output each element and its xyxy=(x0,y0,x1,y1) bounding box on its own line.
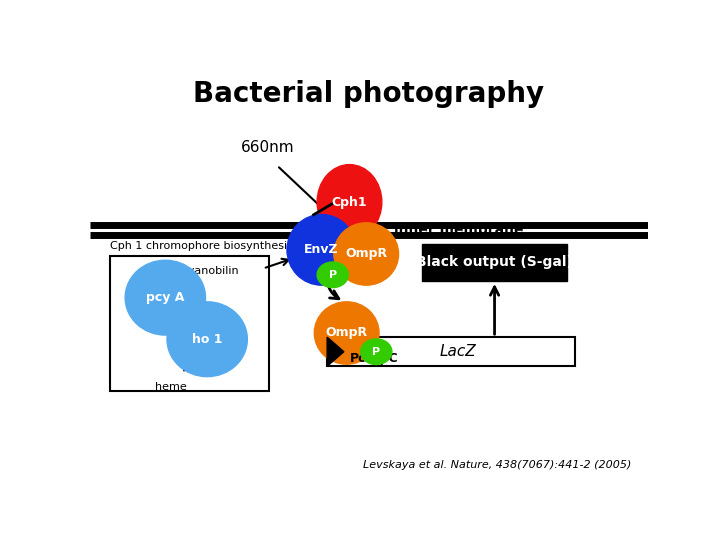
Text: pcy A: pcy A xyxy=(146,291,184,304)
Text: OmpR: OmpR xyxy=(345,247,387,260)
Text: Bacterial photography: Bacterial photography xyxy=(194,80,544,108)
Text: Cph 1 chromophore biosynthesis: Cph 1 chromophore biosynthesis xyxy=(109,241,292,251)
Ellipse shape xyxy=(167,302,248,377)
Text: P: P xyxy=(372,347,380,357)
Text: Black output (S-gal): Black output (S-gal) xyxy=(416,255,573,269)
Ellipse shape xyxy=(287,214,356,285)
Ellipse shape xyxy=(361,339,392,364)
Text: ho 1: ho 1 xyxy=(192,333,222,346)
Text: phycocyanobilin: phycocyanobilin xyxy=(148,266,238,275)
Ellipse shape xyxy=(317,262,348,288)
Bar xyxy=(327,337,575,366)
Polygon shape xyxy=(327,337,344,366)
Ellipse shape xyxy=(315,302,379,364)
Text: Levskaya et al. Nature, 438(7067):441-2 (2005): Levskaya et al. Nature, 438(7067):441-2 … xyxy=(363,460,631,470)
Ellipse shape xyxy=(334,223,399,285)
Text: EnvZ: EnvZ xyxy=(305,244,339,256)
Text: OmpR: OmpR xyxy=(325,327,368,340)
Ellipse shape xyxy=(125,260,205,335)
Bar xyxy=(422,244,567,281)
Bar xyxy=(109,256,269,391)
Text: P: P xyxy=(328,270,337,280)
Ellipse shape xyxy=(317,165,382,239)
Text: inner membrane: inner membrane xyxy=(394,223,523,237)
Text: 660nm: 660nm xyxy=(240,140,294,156)
Text: LacZ: LacZ xyxy=(440,344,477,359)
Text: heme: heme xyxy=(155,382,186,392)
Text: PompC: PompC xyxy=(349,352,398,365)
Text: Cph1: Cph1 xyxy=(332,195,367,208)
